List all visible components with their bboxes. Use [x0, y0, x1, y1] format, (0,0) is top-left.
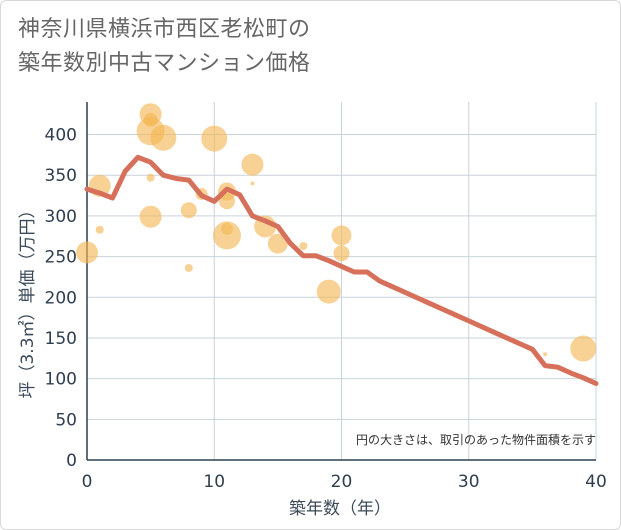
y-tick-label: 250: [45, 248, 77, 268]
x-axis-label: 築年数（年）: [289, 499, 391, 519]
bubble-point: [250, 181, 255, 186]
bubble-point: [331, 225, 352, 246]
x-tick-label: 30: [458, 472, 480, 492]
y-tick-label: 150: [45, 329, 77, 349]
y-tick-label: 50: [55, 410, 77, 430]
axes: [86, 102, 596, 461]
trend-line: [84, 154, 599, 386]
bubble-size-note: 円の大きさは、取引のあった物件面積を示す: [356, 432, 596, 447]
y-axis-label: 坪（3.3㎡）単価（万円）: [18, 201, 38, 398]
bubble-points: [76, 103, 597, 362]
bubble-point: [180, 202, 197, 219]
x-tick-label: 10: [203, 472, 225, 492]
bubble-point: [299, 242, 308, 251]
chart-title-line-1: 神奈川県横浜市西区老松町の: [18, 17, 311, 42]
bubble-point: [241, 153, 264, 176]
chart-title: 神奈川県横浜市西区老松町の 築年数別中古マンション価格: [18, 13, 311, 81]
y-tick-label: 100: [45, 370, 77, 390]
bubble-point: [543, 352, 548, 357]
bubble-point: [146, 173, 155, 182]
y-tick-label: 0: [66, 451, 77, 471]
chart-title-line-2: 築年数別中古マンション価格: [18, 51, 311, 76]
bubble-point: [218, 193, 235, 210]
tick-labels: 0 50 100 150 200 250 300 350 400 0 10 20 30 40: [45, 126, 607, 492]
bubble-point: [267, 233, 288, 254]
x-tick-label: 40: [585, 472, 607, 492]
bubble-point: [316, 279, 341, 304]
bubble-point: [570, 335, 597, 362]
x-tick-label: 0: [82, 472, 93, 492]
bubble-point: [150, 124, 177, 151]
bubble-point: [212, 221, 241, 250]
y-tick-label: 300: [45, 207, 77, 227]
bubble-point: [139, 205, 162, 228]
grid-lines: [87, 102, 597, 460]
y-tick-label: 350: [45, 166, 77, 186]
bubble-point: [333, 245, 350, 262]
bubble-point: [184, 263, 193, 272]
x-tick-label: 20: [331, 472, 353, 492]
y-tick-label: 200: [45, 288, 77, 308]
bubble-point: [76, 241, 98, 264]
trend-line-group: [84, 154, 599, 386]
bubble-point: [201, 125, 228, 152]
y-tick-label: 400: [45, 126, 77, 146]
bubble-point: [95, 225, 104, 234]
